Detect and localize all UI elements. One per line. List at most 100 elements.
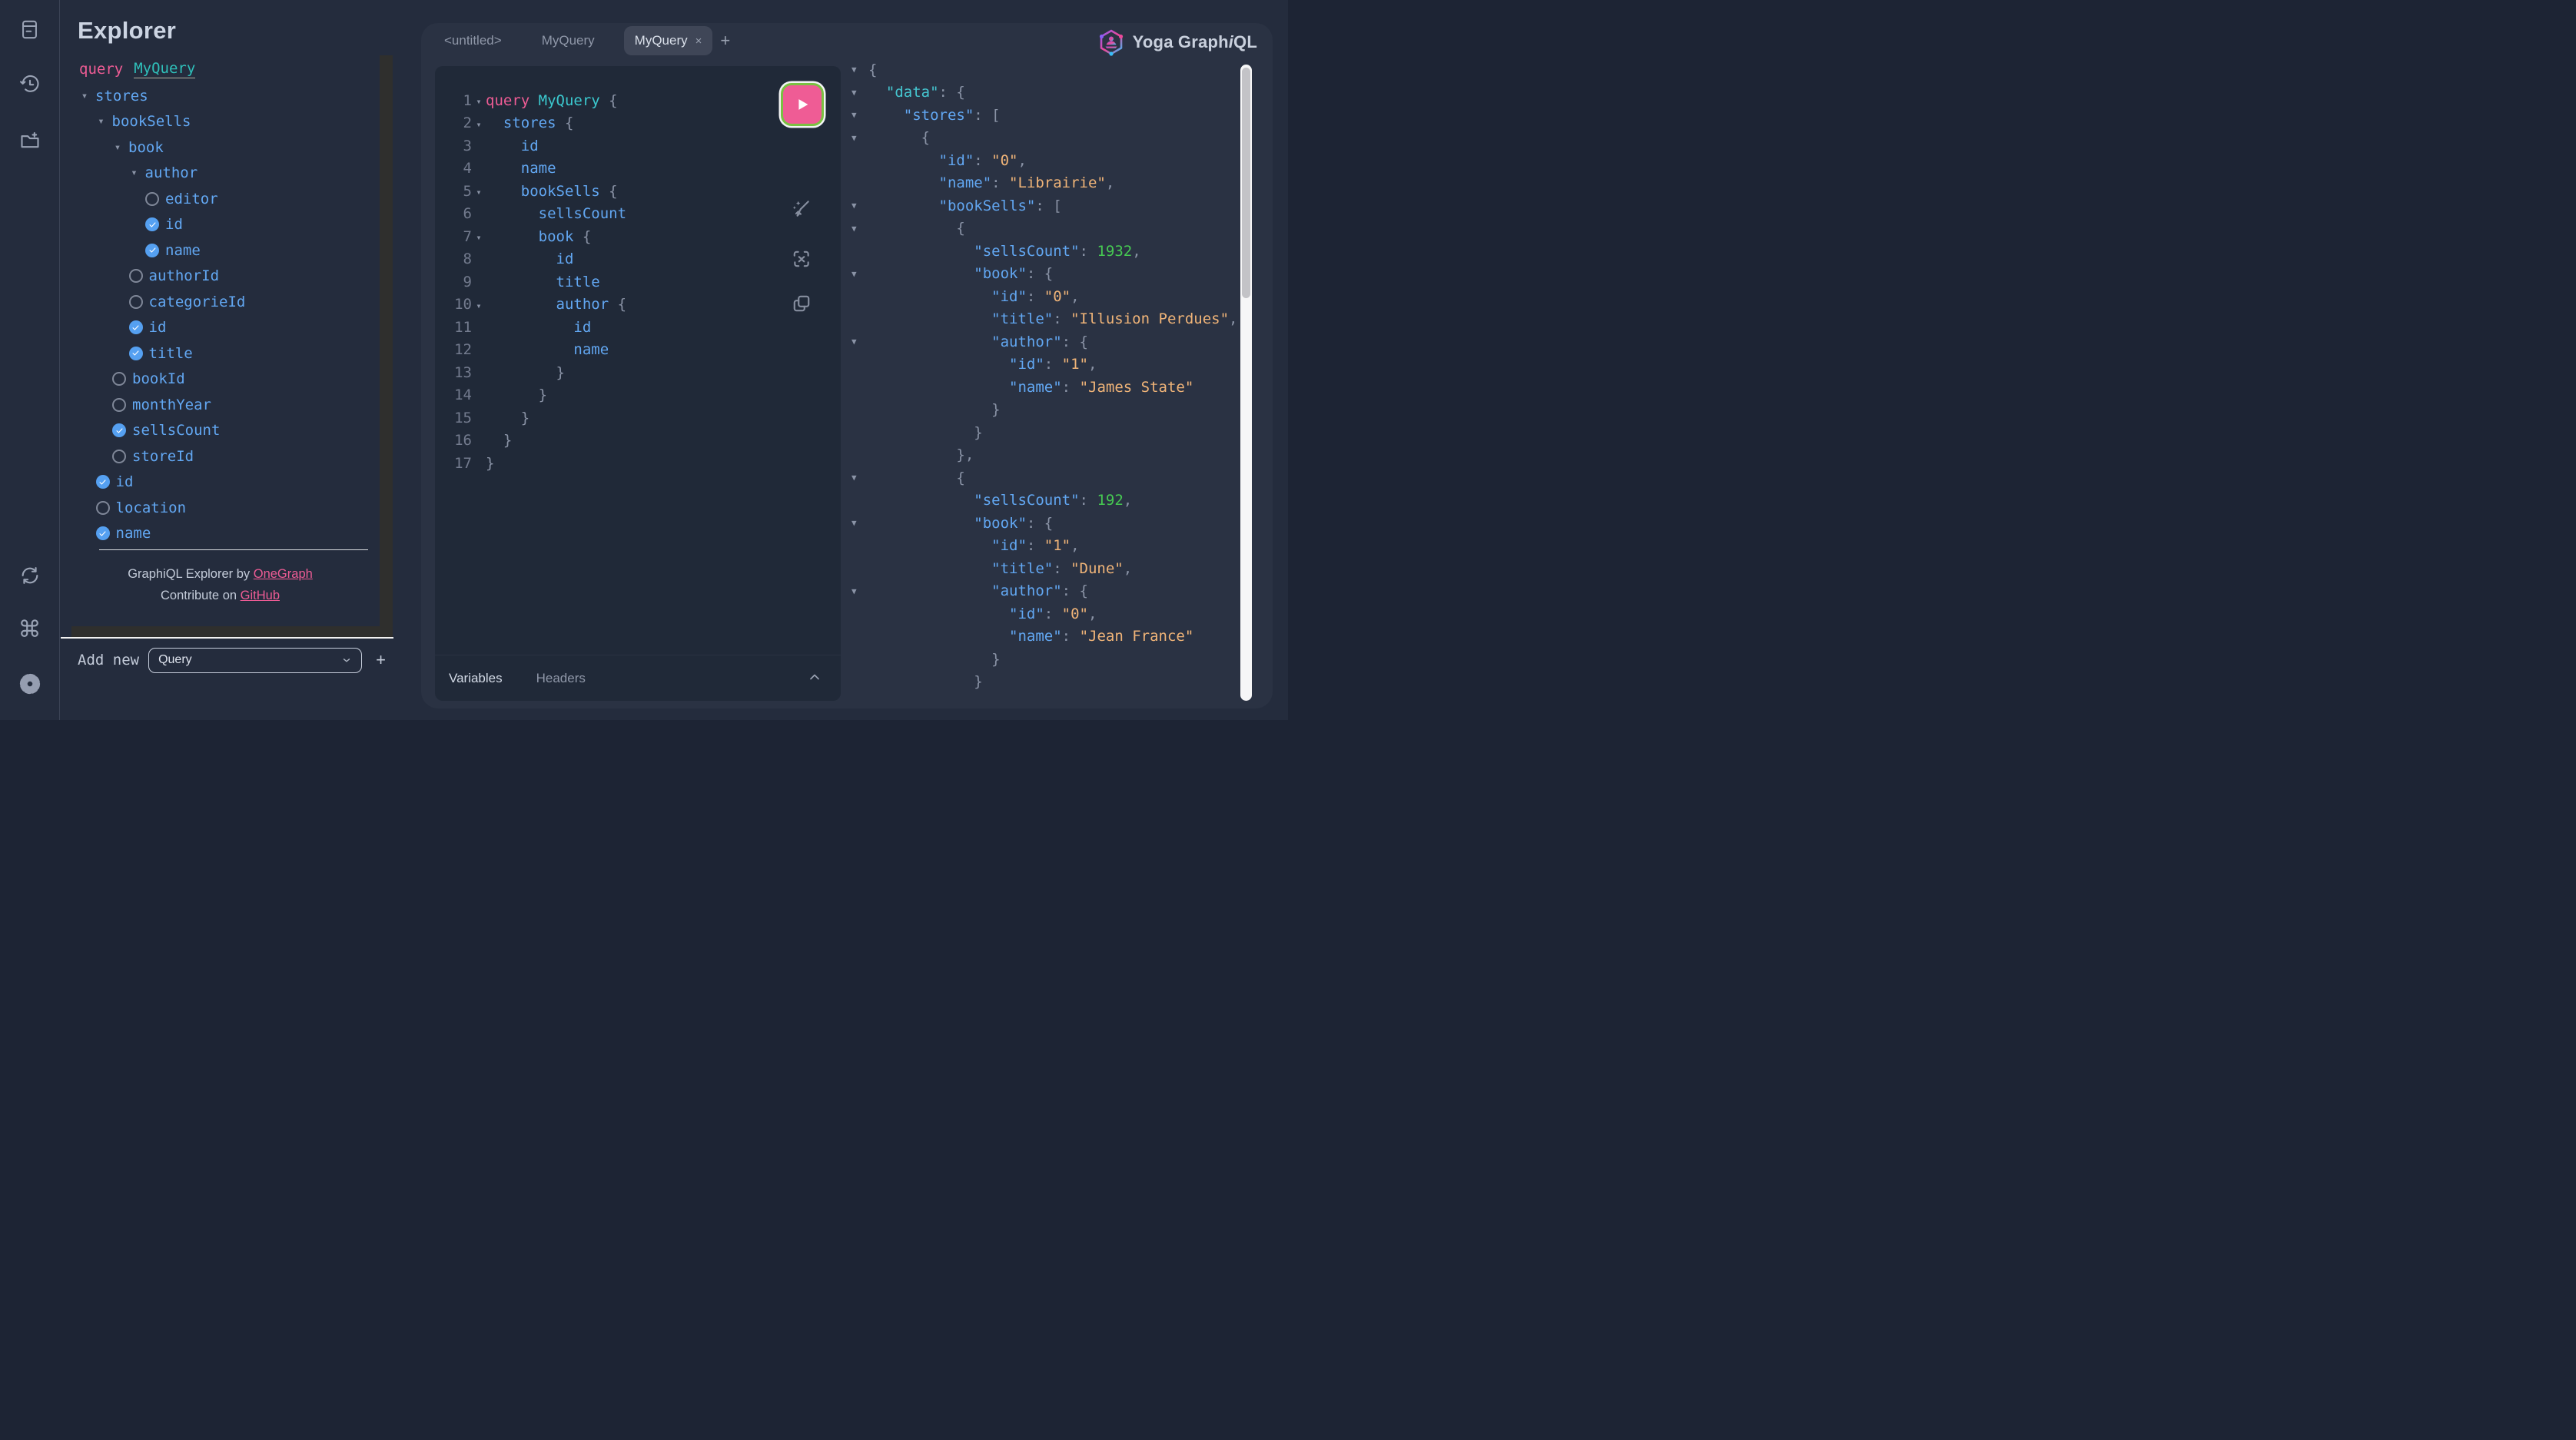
editor-line-7[interactable]: 7 ▾ book {	[435, 225, 841, 248]
editor-line-11[interactable]: 11 id	[435, 316, 841, 339]
editor-line-15[interactable]: 15 }	[435, 406, 841, 430]
tree-collapse-caret-icon[interactable]: ▾	[114, 141, 121, 154]
response-scrollbar-thumb[interactable]	[1242, 68, 1250, 298]
editor-line-17[interactable]: 17}	[435, 452, 841, 475]
shortcut-keys-icon[interactable]: ⌘	[18, 617, 41, 642]
checkbox-checked-icon[interactable]	[95, 526, 110, 541]
onegraph-link[interactable]: OneGraph	[253, 567, 313, 581]
tree-field-title[interactable]: title	[61, 340, 380, 367]
checkbox-checked-icon[interactable]	[112, 423, 126, 438]
tab-0-untitled[interactable]: <untitled>	[433, 26, 513, 55]
editor-line-1[interactable]: 1 ▾ query MyQuery {	[435, 89, 841, 112]
tree-field-editor[interactable]: editor	[61, 186, 380, 212]
explorer-vertical-scrollbar[interactable]	[380, 55, 393, 626]
execute-query-button[interactable]	[781, 83, 824, 126]
editor-line-9[interactable]: 9 title	[435, 270, 841, 294]
merge-fragments-button[interactable]	[788, 246, 815, 272]
checkbox-unchecked-icon[interactable]	[95, 500, 110, 515]
fold-caret-icon[interactable]: ▼	[851, 201, 857, 211]
tree-field-id[interactable]: id	[61, 315, 380, 341]
tab-headers[interactable]: Headers	[536, 670, 586, 685]
editor-line-2[interactable]: 2 ▾ stores {	[435, 112, 841, 135]
checkbox-checked-icon[interactable]	[128, 346, 143, 360]
folder-add-icon[interactable]	[15, 125, 45, 156]
settings-icon[interactable]	[15, 669, 45, 699]
fold-caret-icon[interactable]: ▼	[851, 473, 857, 483]
tree-collapse-caret-icon[interactable]: ▾	[81, 89, 88, 102]
prettify-button[interactable]	[788, 195, 815, 221]
tab-2-MyQuery[interactable]: MyQuery ×	[623, 26, 713, 55]
fold-caret-icon[interactable]: ▾	[476, 232, 482, 244]
tree-field-bookSells[interactable]: ▾ bookSells	[61, 109, 380, 135]
fold-caret-icon[interactable]: ▼	[851, 268, 857, 279]
tree-field-bookId[interactable]: bookId	[61, 367, 380, 393]
editor-line-13[interactable]: 13 }	[435, 361, 841, 384]
tree-field-stores[interactable]: ▾ stores	[61, 83, 380, 109]
tree-collapse-caret-icon[interactable]: ▾	[131, 167, 138, 180]
editor-line-5[interactable]: 5 ▾ bookSells {	[435, 180, 841, 203]
query-editor[interactable]: 1 ▾ query MyQuery {2 ▾ stores {3 id 4 name 5 ▾…	[435, 89, 841, 475]
editor-line-3[interactable]: 3 id	[435, 134, 841, 158]
refetch-icon[interactable]	[15, 560, 45, 591]
fold-caret-icon[interactable]: ▼	[851, 337, 857, 347]
history-icon[interactable]	[15, 69, 45, 100]
tree-field-book[interactable]: ▾ book	[61, 134, 380, 161]
tree-field-name[interactable]: name	[61, 521, 380, 547]
tree-field-location[interactable]: location	[61, 495, 380, 521]
yoga-graphiql-logo[interactable]: Yoga GraphiQL	[1097, 28, 1257, 56]
collapse-secondary-button[interactable]	[807, 669, 822, 688]
tab-1-MyQuery[interactable]: MyQuery	[531, 26, 606, 55]
editor-line-10[interactable]: 10 ▾ author {	[435, 294, 841, 317]
editor-line-14[interactable]: 14 }	[435, 384, 841, 407]
github-link[interactable]: GitHub	[240, 589, 280, 602]
checkbox-unchecked-icon[interactable]	[128, 269, 143, 284]
checkbox-checked-icon[interactable]	[95, 475, 110, 489]
new-tab-button[interactable]: +	[720, 31, 731, 50]
fold-caret-icon[interactable]: ▾	[476, 96, 482, 108]
fold-caret-icon[interactable]: ▼	[851, 586, 857, 596]
docs-icon[interactable]	[15, 14, 45, 45]
response-scrollbar[interactable]	[1240, 65, 1252, 701]
editor-line-12[interactable]: 12 name	[435, 339, 841, 362]
add-new-select[interactable]: Query	[148, 647, 363, 673]
tree-field-label: title	[148, 344, 193, 362]
close-tab-icon[interactable]: ×	[695, 34, 702, 48]
fold-caret-icon[interactable]: ▼	[851, 65, 857, 75]
checkbox-unchecked-icon[interactable]	[128, 294, 143, 309]
tree-collapse-caret-icon[interactable]: ▾	[98, 115, 105, 128]
checkbox-unchecked-icon[interactable]	[145, 191, 159, 206]
tree-field-id[interactable]: id	[61, 469, 380, 496]
tree-field-sellsCount[interactable]: sellsCount	[61, 418, 380, 444]
response-line-6: ▼ "bookSells": [	[848, 194, 1273, 217]
checkbox-unchecked-icon[interactable]	[112, 449, 126, 463]
fold-caret-icon[interactable]: ▼	[851, 518, 857, 529]
tree-field-storeId[interactable]: storeId	[61, 443, 380, 469]
fold-caret-icon[interactable]: ▼	[851, 87, 857, 98]
tree-field-author[interactable]: ▾ author	[61, 161, 380, 187]
editor-line-6[interactable]: 6 sellsCount	[435, 203, 841, 226]
tree-field-name[interactable]: name	[61, 237, 380, 264]
fold-caret-icon[interactable]: ▾	[476, 187, 482, 198]
copy-query-button[interactable]	[788, 290, 815, 317]
checkbox-checked-icon[interactable]	[128, 320, 143, 335]
tree-field-authorId[interactable]: authorId	[61, 264, 380, 290]
tree-field-id[interactable]: id	[61, 212, 380, 238]
tree-field-monthYear[interactable]: monthYear	[61, 392, 380, 418]
tree-field-categorieId[interactable]: categorieId	[61, 289, 380, 315]
checkbox-checked-icon[interactable]	[145, 243, 159, 257]
fold-caret-icon[interactable]: ▼	[851, 110, 857, 121]
fold-caret-icon[interactable]: ▼	[851, 132, 857, 143]
checkbox-checked-icon[interactable]	[145, 217, 159, 232]
add-new-button[interactable]: +	[376, 650, 386, 669]
fold-caret-icon[interactable]: ▾	[476, 300, 482, 311]
explorer-horizontal-scrollbar[interactable]	[71, 626, 393, 637]
checkbox-unchecked-icon[interactable]	[112, 372, 126, 387]
editor-line-16[interactable]: 16 }	[435, 430, 841, 453]
editor-line-4[interactable]: 4 name	[435, 158, 841, 181]
checkbox-unchecked-icon[interactable]	[112, 397, 126, 412]
fold-caret-icon[interactable]: ▼	[851, 223, 857, 234]
fold-caret-icon[interactable]: ▾	[476, 118, 482, 130]
tab-variables[interactable]: Variables	[449, 670, 503, 685]
operation-name-input[interactable]: MyQuery	[134, 60, 196, 78]
editor-line-8[interactable]: 8 id	[435, 248, 841, 271]
